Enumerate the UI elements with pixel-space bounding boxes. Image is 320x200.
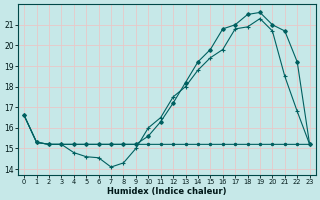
X-axis label: Humidex (Indice chaleur): Humidex (Indice chaleur)	[107, 187, 227, 196]
